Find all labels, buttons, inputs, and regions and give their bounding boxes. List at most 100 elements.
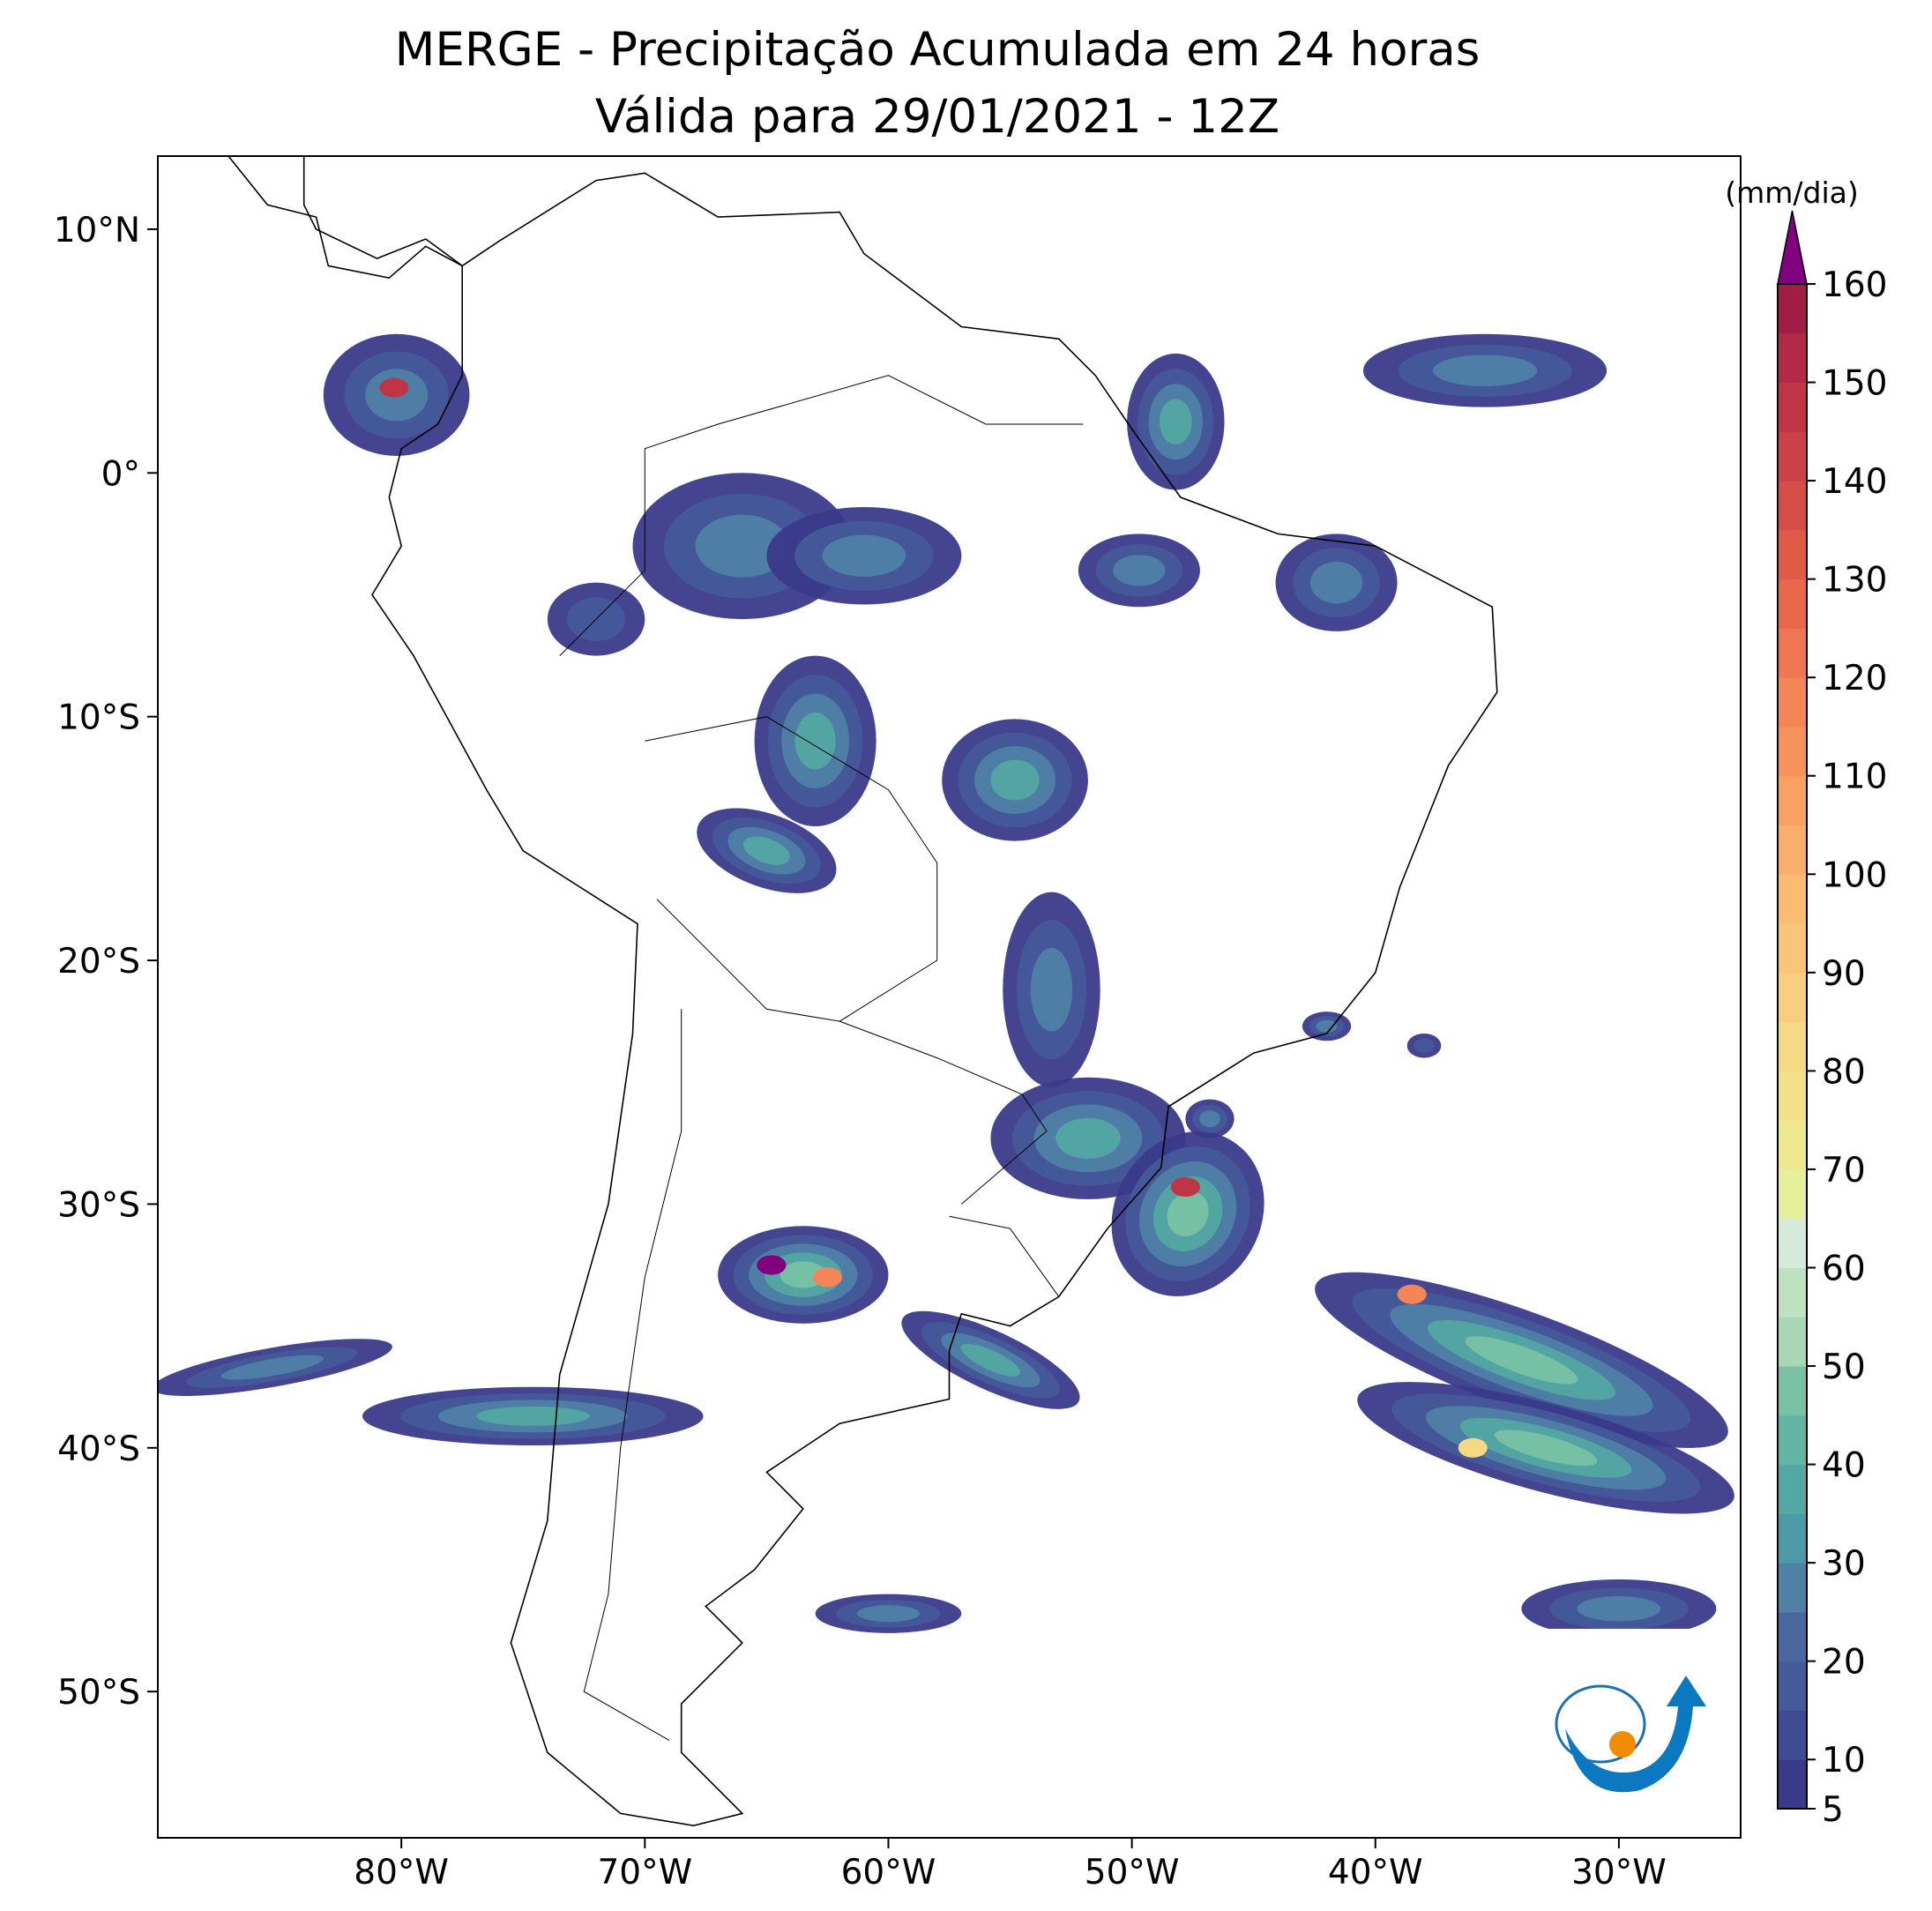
colorbar-segment bbox=[1778, 1611, 1807, 1662]
border bbox=[583, 1009, 683, 1741]
precip-area bbox=[1309, 561, 1363, 604]
logo-arrow bbox=[1565, 1676, 1706, 1793]
colorbar-tick-label: 90 bbox=[1822, 954, 1866, 994]
coastline-layer bbox=[228, 156, 1498, 1827]
precip-area bbox=[822, 534, 906, 577]
map-subtitle: Válida para 29/01/2021 - 12Z bbox=[595, 90, 1279, 144]
border bbox=[645, 716, 938, 1022]
colorbar-segment bbox=[1778, 628, 1807, 678]
precip-area bbox=[960, 1343, 1021, 1377]
colorbar-tick-label: 5 bbox=[1822, 1790, 1844, 1830]
y-tick-label: 10°N bbox=[54, 211, 140, 250]
x-tick-label: 40°W bbox=[1328, 1853, 1423, 1892]
colorbar-tick-label: 70 bbox=[1822, 1151, 1866, 1191]
colorbar-tick-label: 100 bbox=[1822, 855, 1887, 895]
colorbar-segment bbox=[1778, 1513, 1807, 1564]
logo-ring bbox=[1555, 1684, 1646, 1764]
colorbar-segment bbox=[1778, 1218, 1807, 1268]
precip-area bbox=[695, 514, 790, 578]
colorbar-segment bbox=[1778, 1366, 1807, 1416]
colorbar-segment bbox=[1778, 284, 1807, 334]
colorbar-label: (mm/dia) bbox=[1725, 175, 1859, 210]
precip-core bbox=[1458, 1437, 1488, 1458]
x-tick-label: 30°W bbox=[1571, 1853, 1667, 1892]
map-title: MERGE - Precipitação Acumulada em 24 hor… bbox=[395, 23, 1481, 77]
colorbar-segment bbox=[1778, 431, 1807, 481]
y-tick-label: 50°S bbox=[57, 1673, 140, 1713]
border bbox=[559, 375, 1084, 656]
precip-area bbox=[1465, 1336, 1578, 1385]
coastline bbox=[371, 172, 1498, 1827]
logo-sun bbox=[1609, 1731, 1636, 1758]
colorbar-segment bbox=[1778, 923, 1807, 974]
colorbar-tick-label: 30 bbox=[1822, 1544, 1866, 1584]
colorbar-segment bbox=[1778, 1710, 1807, 1760]
colorbar-segment bbox=[1778, 1317, 1807, 1367]
colorbar-segment bbox=[1778, 775, 1807, 826]
colorbar-segment bbox=[1778, 1759, 1807, 1810]
x-tick-label: 60°W bbox=[841, 1853, 936, 1892]
precip-core bbox=[1397, 1284, 1427, 1304]
y-tick-label: 10°S bbox=[57, 698, 140, 738]
precip-area bbox=[1030, 947, 1073, 1032]
precip-area bbox=[1316, 1019, 1338, 1033]
colorbar-segment bbox=[1778, 1120, 1807, 1170]
y-tick-label: 30°S bbox=[57, 1185, 140, 1225]
colorbar-segment bbox=[1778, 1563, 1807, 1613]
colorbar-tick-label: 160 bbox=[1822, 265, 1887, 305]
precip-area bbox=[856, 1605, 920, 1623]
colorbar-tick-label: 130 bbox=[1822, 561, 1887, 601]
coastline bbox=[302, 156, 463, 267]
precip-area bbox=[1056, 1117, 1121, 1159]
colorbar-tick-label: 80 bbox=[1822, 1052, 1866, 1092]
precip-area bbox=[220, 1355, 324, 1380]
colorbar-segment bbox=[1778, 579, 1807, 629]
colorbar-segment bbox=[1778, 874, 1807, 924]
border bbox=[839, 1020, 1048, 1205]
colorbar-segment bbox=[1778, 825, 1807, 875]
colorbar-extend bbox=[1777, 210, 1808, 285]
colorbar-segment bbox=[1778, 1267, 1807, 1318]
colorbar-tick-label: 60 bbox=[1822, 1249, 1866, 1288]
precip-area bbox=[743, 836, 790, 865]
x-tick-label: 70°W bbox=[597, 1853, 692, 1892]
precip-area bbox=[1199, 1110, 1220, 1128]
colorbar-segment bbox=[1778, 726, 1807, 777]
map-frame bbox=[157, 155, 1742, 1839]
colorbar-segment bbox=[1778, 1071, 1807, 1121]
colorbar-segment bbox=[1778, 382, 1807, 432]
colorbar-segment bbox=[1778, 1021, 1807, 1071]
colorbar-frame bbox=[1777, 283, 1808, 1810]
inpe-logo bbox=[1533, 1629, 1723, 1815]
colorbar-segment bbox=[1778, 1415, 1807, 1466]
precip-area bbox=[794, 713, 836, 770]
precip-core bbox=[812, 1267, 842, 1288]
precip-core bbox=[379, 377, 409, 398]
border bbox=[949, 1215, 1060, 1297]
x-tick-label: 80°W bbox=[354, 1853, 449, 1892]
colorbar-segment bbox=[1778, 972, 1807, 1023]
colorbar-tick-label: 20 bbox=[1822, 1643, 1866, 1683]
colorbar-segment bbox=[1778, 677, 1807, 728]
precip-area bbox=[1113, 555, 1166, 586]
y-tick-label: 0° bbox=[101, 454, 140, 494]
y-tick-label: 20°S bbox=[57, 942, 140, 982]
colorbar-tick-label: 140 bbox=[1822, 462, 1887, 502]
colorbar-segment bbox=[1778, 1661, 1807, 1711]
colorbar-tick-label: 40 bbox=[1822, 1446, 1866, 1486]
precipitation-layer bbox=[158, 333, 1734, 1639]
precip-area bbox=[1414, 1038, 1435, 1054]
colorbar-tick-label: 50 bbox=[1822, 1347, 1866, 1387]
colorbar-tick-label: 150 bbox=[1822, 364, 1887, 404]
precip-area bbox=[990, 759, 1040, 801]
precip-area bbox=[475, 1406, 590, 1426]
precip-area bbox=[1159, 399, 1192, 445]
colorbar-segment bbox=[1778, 332, 1807, 384]
colorbar-segment bbox=[1778, 1464, 1807, 1514]
colorbar-tick-label: 110 bbox=[1822, 758, 1887, 797]
precip-area bbox=[1494, 1430, 1598, 1467]
colorbar-segment bbox=[1778, 481, 1807, 531]
coastline bbox=[228, 156, 463, 280]
precip-core bbox=[1170, 1177, 1200, 1198]
